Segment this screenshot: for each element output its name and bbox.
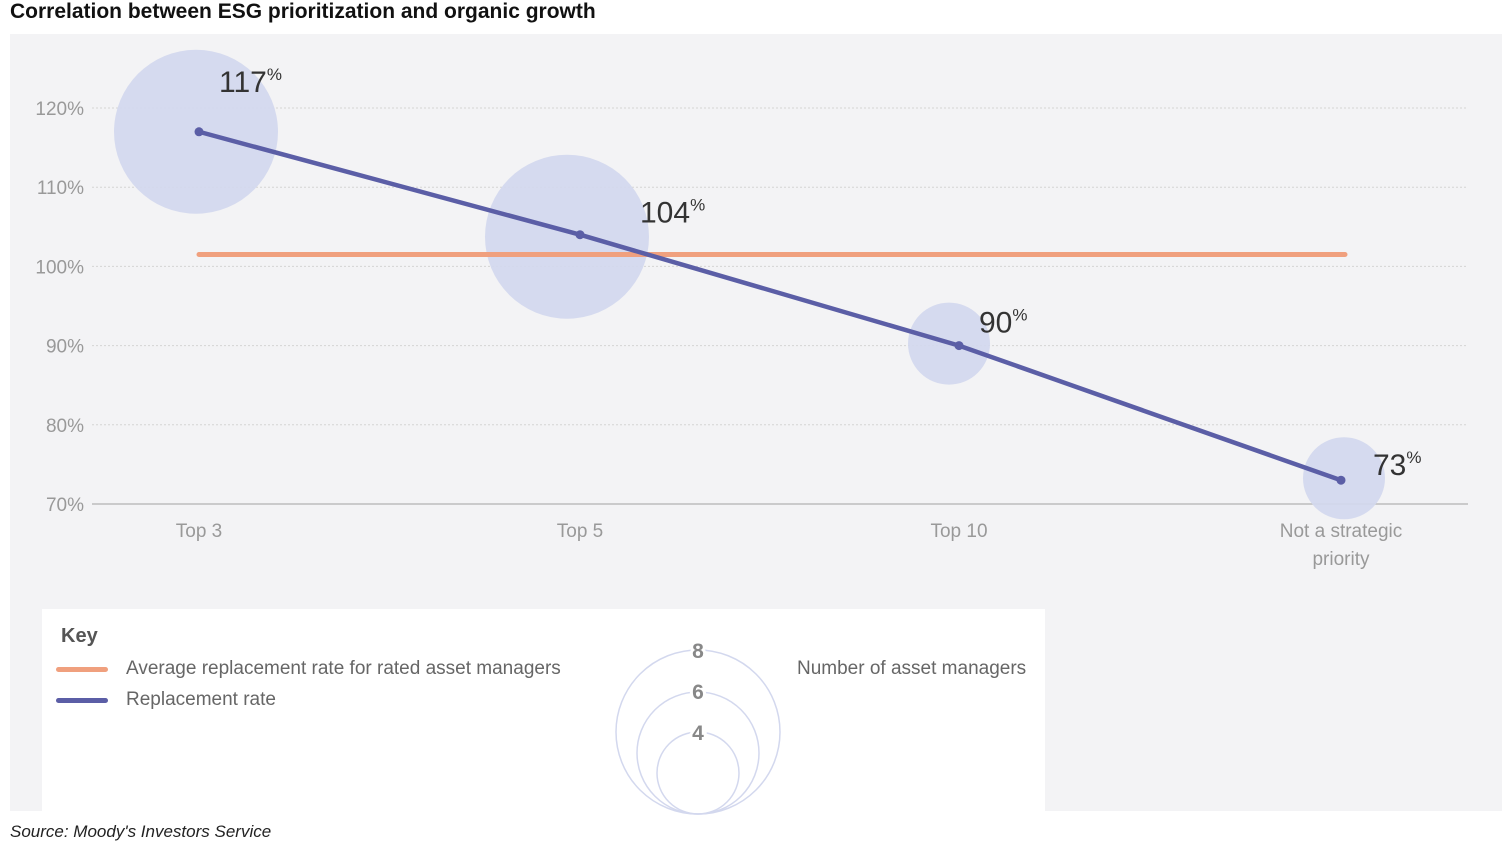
chart-panel: 70% 80% 90% 100% 110% 120% 117% 104% 90% 73% Top 3… bbox=[10, 34, 1502, 824]
replacement-rate-point-3 bbox=[1336, 475, 1346, 485]
y-tick-label-100: 100% bbox=[35, 257, 84, 278]
y-tick-label-80: 80% bbox=[46, 416, 84, 437]
size-legend-graphic: 8 6 4 bbox=[615, 639, 781, 815]
y-tick-label-70: 70% bbox=[46, 495, 84, 516]
replacement-rate-point-2 bbox=[954, 341, 964, 351]
legend-label-replacement: Replacement rate bbox=[126, 689, 276, 710]
x-tick-label-1-0: Top 5 bbox=[557, 521, 603, 542]
legend-swatch-replacement bbox=[56, 697, 108, 703]
legend-item-average: Average replacement rate for rated asset… bbox=[56, 658, 561, 680]
y-tick-label-110: 110% bbox=[37, 178, 84, 199]
chart-title: Correlation between ESG prioritization a… bbox=[10, 0, 596, 23]
legend-title: Key bbox=[61, 625, 98, 647]
y-tick-label-120: 120% bbox=[35, 99, 84, 120]
x-tick-label-0-0: Top 3 bbox=[176, 521, 222, 542]
size-legend-value-8: 8 bbox=[692, 640, 704, 663]
replacement-rate-point-0 bbox=[194, 127, 204, 137]
data-label-3: 73% bbox=[1373, 448, 1422, 482]
size-legend-label: Number of asset managers bbox=[797, 658, 1027, 679]
chart-svg: 70% 80% 90% 100% 110% 120% 117% 104% 90% 73% Top 3… bbox=[35, 49, 1468, 570]
bubble-1 bbox=[485, 154, 649, 319]
size-legend-circle-6 bbox=[636, 691, 760, 815]
data-label-0: 117% bbox=[219, 65, 282, 99]
replacement-rate-line bbox=[196, 129, 1344, 483]
legend-swatch-average bbox=[56, 666, 108, 672]
x-tick-label-2-0: Top 10 bbox=[930, 521, 987, 542]
legend-box: Key Average replacement rate for rated a… bbox=[42, 609, 1045, 824]
data-label-1: 104% bbox=[640, 196, 705, 230]
size-legend-value-6: 6 bbox=[692, 681, 704, 704]
legend-item-replacement: Replacement rate bbox=[56, 689, 276, 711]
size-legend-circle-4 bbox=[656, 731, 740, 815]
data-label-2: 90% bbox=[979, 306, 1028, 340]
size-legend-value-4: 4 bbox=[692, 722, 704, 745]
source-note: Source: Moody's Investors Service bbox=[10, 822, 272, 841]
x-tick-label-3-0: Not a strategic bbox=[1280, 521, 1403, 542]
replacement-rate-point-1 bbox=[575, 230, 585, 240]
x-tick-label-3-1: priority bbox=[1312, 549, 1370, 570]
legend-label-average: Average replacement rate for rated asset… bbox=[126, 658, 561, 679]
y-tick-label-90: 90% bbox=[46, 337, 84, 358]
